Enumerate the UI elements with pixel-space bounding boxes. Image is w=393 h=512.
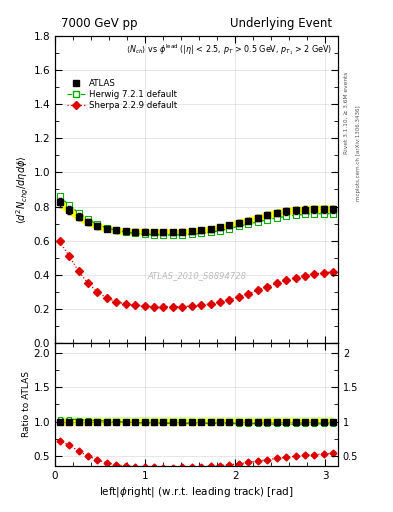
Y-axis label: Ratio to ATLAS: Ratio to ATLAS bbox=[22, 372, 31, 437]
Text: $\langle N_{ch}\rangle$ vs $\phi^{\rm lead}$ ($|\eta|$ < 2.5, $p_T$ > 0.5 GeV, $: $\langle N_{ch}\rangle$ vs $\phi^{\rm le… bbox=[126, 42, 332, 57]
X-axis label: left|$\phi$right| (w.r.t. leading track) [rad]: left|$\phi$right| (w.r.t. leading track)… bbox=[99, 485, 294, 499]
Text: mcplots.cern.ch [arXiv:1306.3436]: mcplots.cern.ch [arXiv:1306.3436] bbox=[356, 106, 361, 201]
Y-axis label: $\langle d^2 N_{chg}/d\eta d\phi \rangle$: $\langle d^2 N_{chg}/d\eta d\phi \rangle… bbox=[15, 155, 31, 224]
Text: ATLAS_2010_S8894728: ATLAS_2010_S8894728 bbox=[147, 271, 246, 280]
Text: Rivet 3.1.10, ≥ 3.6M events: Rivet 3.1.10, ≥ 3.6M events bbox=[344, 72, 349, 154]
Text: 7000 GeV pp: 7000 GeV pp bbox=[61, 17, 137, 30]
Text: Underlying Event: Underlying Event bbox=[230, 17, 332, 30]
Legend: ATLAS, Herwig 7.2.1 default, Sherpa 2.2.9 default: ATLAS, Herwig 7.2.1 default, Sherpa 2.2.… bbox=[65, 77, 179, 112]
